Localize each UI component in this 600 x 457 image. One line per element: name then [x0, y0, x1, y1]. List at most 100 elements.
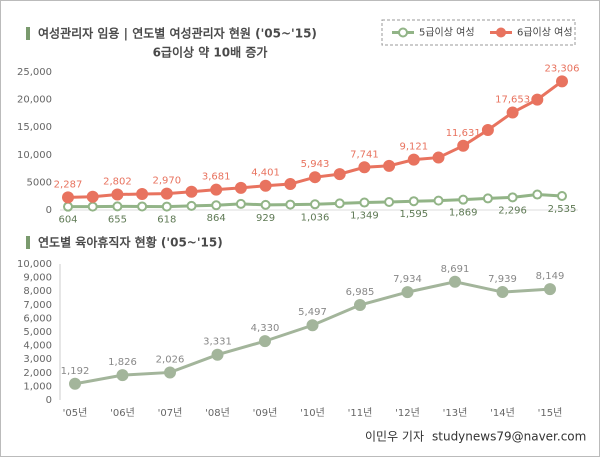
- y-tick-label: 1,000: [23, 381, 52, 392]
- value-label: 9,121: [399, 142, 428, 153]
- y-tick-label: 20,000: [17, 95, 52, 106]
- y-tick-label: 6,000: [23, 313, 52, 324]
- y-tick-label: 2,000: [23, 368, 52, 379]
- marker: [69, 377, 81, 390]
- legend-label: 5급이상 여성: [419, 27, 475, 39]
- marker: [358, 161, 371, 174]
- marker: [259, 179, 272, 192]
- marker: [557, 191, 567, 202]
- value-label: 618: [157, 215, 176, 226]
- marker: [186, 200, 197, 211]
- value-label: 17,653: [495, 95, 530, 106]
- value-label: 4,330: [251, 323, 280, 334]
- marker: [506, 106, 519, 119]
- x-tick-label: '06년: [110, 407, 135, 419]
- chart-title: 여성관리자 임용 | 연도별 여성관리자 현원 ('05~'15): [38, 26, 317, 41]
- value-label: 7,741: [350, 149, 379, 160]
- marker: [136, 187, 149, 200]
- marker: [359, 197, 370, 208]
- x-tick-label: '14년: [490, 407, 515, 419]
- value-label: 4,401: [251, 168, 280, 179]
- marker: [62, 191, 74, 204]
- x-tick-label: '13년: [443, 407, 468, 419]
- y-tick-label: 5000: [27, 177, 52, 188]
- chart-title: 연도별 육아휴직자 현황 ('05~'15): [38, 235, 223, 250]
- marker: [259, 335, 271, 348]
- marker: [160, 187, 173, 200]
- value-label: 1,192: [61, 366, 90, 377]
- value-label: 2,296: [498, 205, 527, 216]
- title-icon: [26, 27, 30, 40]
- value-label: 3,331: [203, 337, 232, 348]
- value-label: 5,943: [301, 159, 330, 170]
- x-tick-label: '09년: [253, 407, 278, 419]
- marker: [112, 201, 123, 212]
- marker: [481, 123, 494, 136]
- value-label: 5,497: [298, 307, 327, 318]
- marker: [432, 151, 445, 164]
- value-label: 11,631: [446, 128, 481, 139]
- marker: [285, 199, 296, 210]
- marker: [234, 181, 247, 194]
- marker: [161, 201, 172, 212]
- y-tick-label: 0: [46, 205, 52, 216]
- marker: [111, 188, 124, 201]
- value-label: 2,535: [548, 204, 577, 215]
- title-icon: [26, 236, 30, 249]
- value-label: 655: [108, 214, 127, 225]
- value-label: 3,681: [202, 172, 231, 183]
- marker: [87, 201, 98, 212]
- chart-subtitle: 6급이상 약 10배 증가: [153, 45, 268, 60]
- x-tick-label: '15년: [538, 407, 563, 419]
- y-tick-label: 7,000: [23, 300, 52, 311]
- marker: [86, 190, 99, 203]
- value-label: 2,802: [103, 177, 132, 188]
- y-tick-label: 9,000: [23, 273, 52, 284]
- x-tick-label: '07년: [158, 407, 183, 419]
- marker: [235, 198, 246, 209]
- y-tick-label: 8,000: [23, 286, 52, 297]
- marker: [532, 189, 543, 200]
- legend-label: 6급이상 여성: [517, 27, 573, 39]
- y-tick-label: 15,000: [17, 122, 52, 133]
- y-tick-label: 10,000: [17, 150, 52, 161]
- marker: [137, 201, 148, 212]
- marker: [401, 286, 414, 299]
- x-tick-label: '05년: [63, 407, 88, 419]
- value-label: 7,939: [488, 274, 517, 285]
- legend-marker: [496, 27, 506, 38]
- value-label: 8,149: [536, 271, 565, 282]
- marker: [507, 192, 518, 203]
- legend-box: [381, 19, 576, 46]
- marker: [260, 199, 271, 210]
- marker: [310, 199, 320, 210]
- marker: [482, 193, 493, 204]
- value-label: 8,691: [441, 264, 470, 275]
- value-label: 23,306: [545, 63, 580, 74]
- marker: [458, 194, 469, 205]
- y-tick-label: 3,000: [23, 354, 52, 365]
- value-label: 6,985: [346, 287, 375, 298]
- value-label: 929: [256, 213, 275, 224]
- y-tick-label: 10,000: [17, 259, 52, 270]
- x-tick-label: '08년: [205, 407, 230, 419]
- value-label: 1,036: [301, 212, 330, 223]
- marker: [210, 183, 223, 196]
- x-tick-label: '12년: [395, 407, 420, 419]
- marker: [164, 366, 176, 379]
- marker: [284, 178, 297, 191]
- marker: [433, 195, 444, 206]
- value-label: 1,826: [108, 357, 137, 368]
- marker: [544, 283, 556, 296]
- marker: [384, 196, 395, 207]
- marker: [309, 171, 321, 184]
- marker: [496, 286, 509, 299]
- marker: [449, 275, 461, 288]
- marker: [211, 348, 224, 361]
- value-label: 2,970: [152, 176, 181, 187]
- y-tick-label: 25,000: [17, 67, 52, 78]
- author: 이민우 기자: [365, 430, 424, 444]
- marker: [408, 196, 419, 207]
